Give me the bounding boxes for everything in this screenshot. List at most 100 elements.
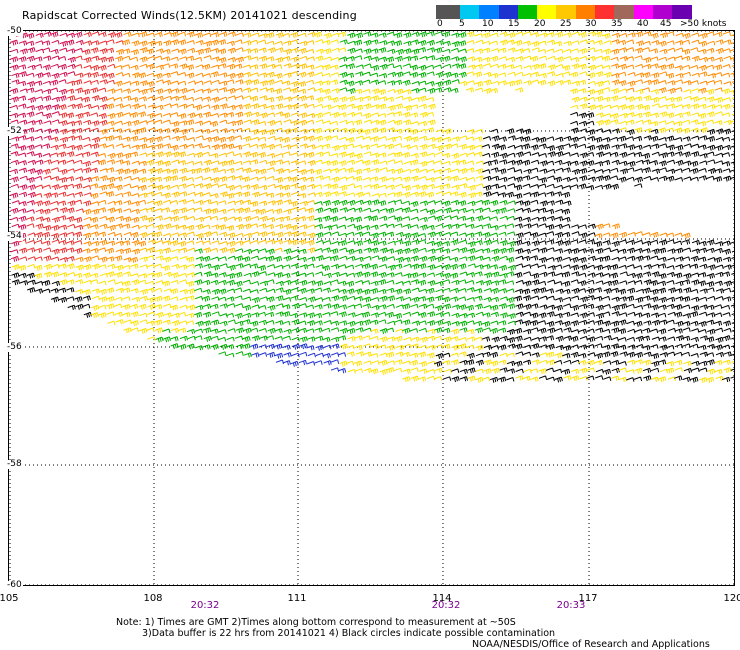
wind-barb [227, 247, 236, 254]
wind-barb [315, 175, 324, 181]
wind-barb [555, 80, 564, 86]
wind-barb [267, 272, 276, 277]
wind-barb [506, 128, 515, 135]
wind-barb [27, 159, 36, 166]
wind-barb [363, 151, 372, 156]
wind-barb [547, 279, 556, 285]
wind-barb [202, 224, 211, 230]
wind-barb [283, 279, 292, 286]
wind-barb [75, 72, 84, 78]
wind-barb [90, 183, 99, 189]
wind-barb [291, 56, 300, 63]
wind-barb [170, 56, 179, 62]
wind-barb [547, 168, 556, 174]
wind-barb [587, 168, 596, 174]
wind-barb [547, 39, 556, 45]
wind-barb [330, 279, 339, 284]
wind-barb [563, 32, 572, 38]
wind-barb [706, 281, 715, 288]
wind-barb [74, 96, 83, 102]
wind-barb [458, 63, 467, 70]
wind-barb [51, 224, 60, 231]
wind-barb [578, 79, 587, 85]
wind-barb [131, 128, 140, 135]
wind-barb [538, 40, 547, 46]
wind-barb [555, 344, 564, 351]
wind-barb [474, 231, 483, 237]
wind-barb [154, 73, 163, 80]
scale-label: 40 [637, 19, 649, 29]
wind-barb [435, 184, 444, 191]
wind-barb [522, 207, 532, 214]
wind-barb [570, 344, 579, 350]
wind-barb [474, 240, 483, 246]
wind-barb [466, 359, 475, 366]
wind-barb [354, 48, 363, 54]
wind-barb [387, 119, 396, 125]
wind-barb [571, 168, 580, 175]
wind-barb [555, 184, 564, 190]
wind-barb [442, 40, 451, 47]
wind-barb [275, 303, 284, 308]
wind-barb [226, 112, 235, 118]
wind-barb [74, 168, 84, 173]
wind-barb [402, 311, 412, 317]
wind-barb [186, 143, 195, 149]
wind-barb [474, 295, 483, 301]
wind-barb [163, 95, 172, 101]
wind-barb [634, 304, 644, 310]
wind-barb [330, 311, 339, 316]
wind-barb [563, 345, 572, 351]
wind-barb [90, 64, 100, 71]
wind-barb [666, 40, 675, 45]
wind-barb [434, 264, 443, 270]
wind-barb [90, 201, 100, 206]
wind-barb [275, 287, 284, 293]
wind-barb [403, 105, 412, 112]
wind-barb [409, 352, 419, 358]
wind-barb [282, 304, 291, 310]
wind-barb [186, 152, 196, 158]
wind-barb [115, 72, 124, 77]
wind-barb [187, 80, 196, 85]
wind-barb [154, 271, 163, 278]
wind-barb [315, 48, 324, 54]
wind-barb [331, 47, 340, 53]
wind-barb [409, 64, 419, 71]
wind-barb [242, 87, 252, 93]
wind-barb [146, 280, 155, 286]
wind-barb [299, 224, 308, 230]
wind-barb [515, 87, 524, 93]
wind-barb [571, 359, 580, 365]
wind-barb [250, 159, 259, 165]
wind-barb [411, 184, 420, 190]
wind-barb [154, 40, 163, 47]
wind-barb [466, 287, 475, 293]
wind-barb [690, 336, 699, 343]
wind-barb [201, 151, 211, 157]
wind-barb [489, 88, 499, 94]
wind-barb [211, 224, 220, 230]
wind-barb [530, 327, 539, 332]
wind-barb [611, 128, 620, 134]
wind-barb [426, 224, 435, 231]
wind-barb [595, 272, 604, 278]
wind-barb [458, 191, 467, 198]
wind-barb [691, 296, 700, 303]
wind-barb [570, 312, 579, 318]
wind-barb [450, 215, 459, 221]
wind-barb [26, 127, 35, 133]
wind-barb [442, 343, 451, 350]
wind-barb [378, 311, 387, 317]
wind-barb [146, 32, 155, 38]
wind-barb [618, 135, 627, 142]
wind-barb [170, 144, 179, 151]
wind-barb [306, 263, 315, 269]
wind-barb [370, 56, 380, 62]
wind-barb [451, 279, 460, 286]
wind-barb [618, 337, 627, 342]
wind-barb [26, 32, 35, 39]
wind-barb [211, 296, 220, 301]
wind-barb [283, 248, 292, 255]
wind-barb [122, 112, 132, 117]
